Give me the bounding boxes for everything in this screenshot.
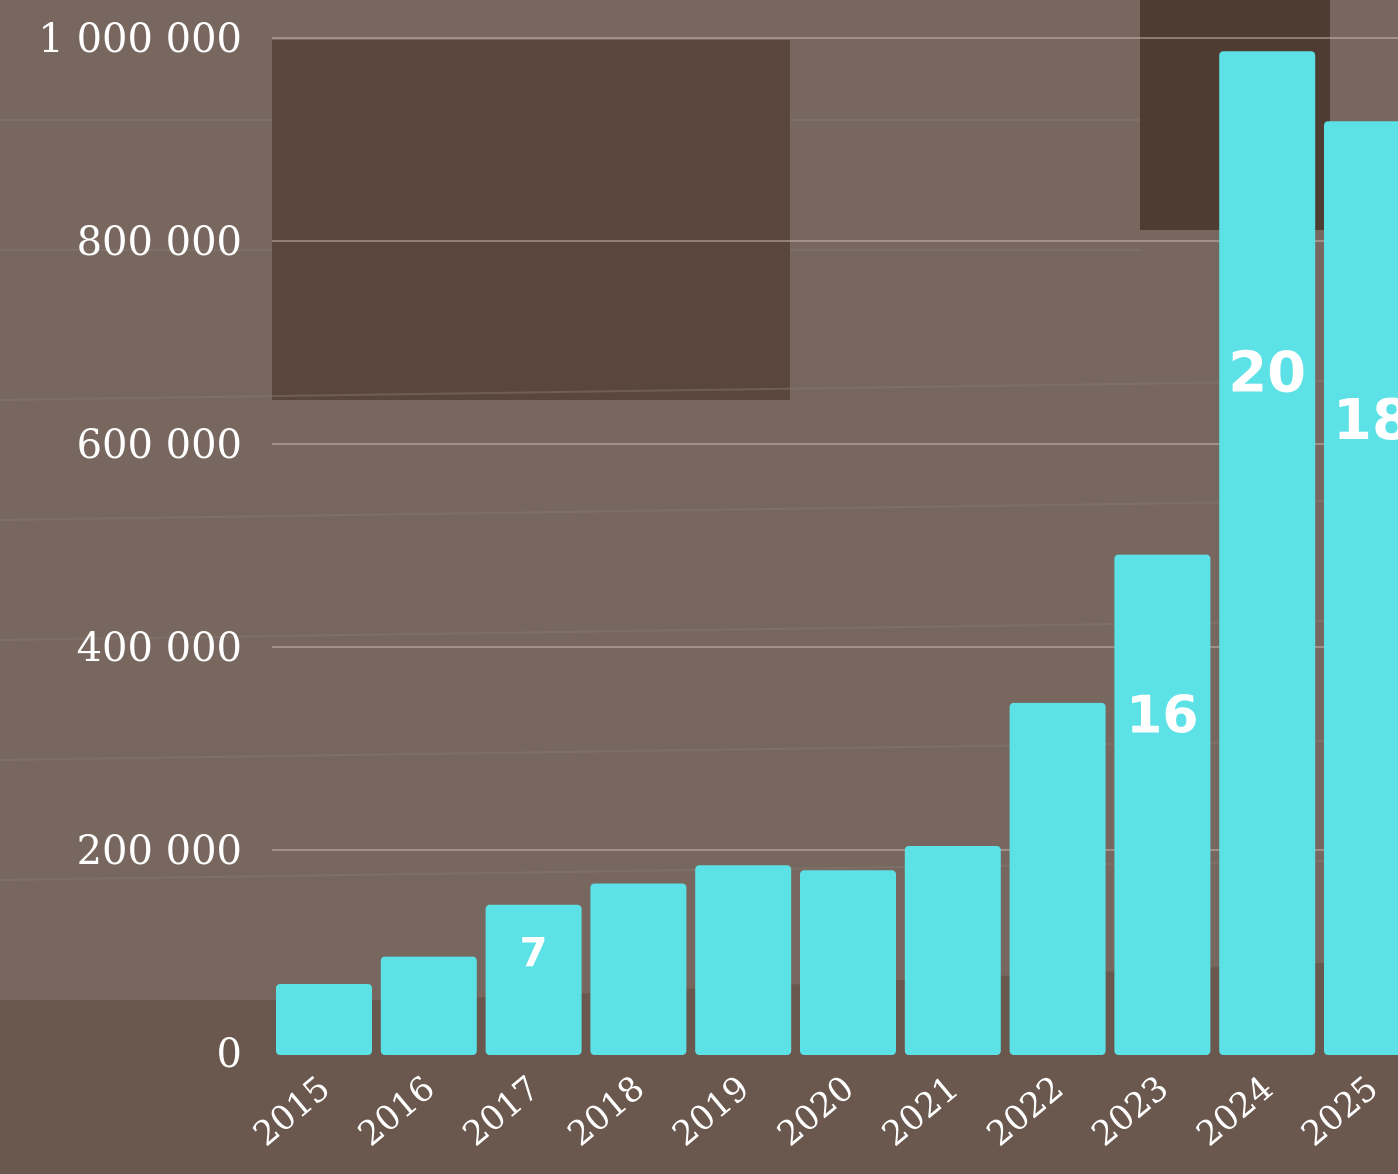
x-category-label-2022: 2022: [979, 1068, 1071, 1154]
y-tick-label-2: 400 000: [77, 625, 242, 671]
y-axis-ticks: 0 200 000 400 000 600 000 800 000 1 000 000: [38, 16, 242, 1077]
bar-2019: [695, 865, 792, 1055]
bar-data-label-2017: 7: [520, 930, 548, 976]
bar-2025: [1324, 121, 1398, 1055]
bar-2023: [1114, 554, 1211, 1055]
y-tick-label-5: 1 000 000: [38, 16, 242, 62]
x-category-label-2020: 2020: [770, 1068, 862, 1154]
x-category-label-2023: 2023: [1084, 1068, 1176, 1154]
bar-2020: [800, 870, 896, 1055]
bar-data-label-2023: 16: [1126, 685, 1198, 745]
bar-2016: [380, 956, 477, 1055]
bar-2022: [1009, 702, 1106, 1055]
bar-2021: [904, 845, 1001, 1055]
y-tick-label-4: 800 000: [77, 219, 242, 265]
bar-2024: [1219, 51, 1316, 1055]
x-category-label-2018: 2018: [560, 1068, 652, 1154]
x-category-label-2016: 2016: [351, 1068, 443, 1154]
bar-data-label-2024: 20: [1228, 340, 1306, 405]
bar-data-labels: 7 16 20 18: [520, 340, 1398, 976]
bar-2017: [485, 904, 582, 1055]
x-category-label-2019: 2019: [665, 1068, 757, 1154]
x-category-label-2017: 2017: [455, 1068, 547, 1154]
y-tick-label-1: 200 000: [77, 828, 242, 874]
x-category-label-2025: 2025: [1294, 1068, 1386, 1154]
bars: [276, 51, 1398, 1055]
y-tick-label-0: 0: [217, 1031, 242, 1077]
x-category-label-2024: 2024: [1189, 1068, 1281, 1154]
bar-2018: [590, 883, 687, 1055]
x-axis-categories: 2015 2016 2017 2018 2019 2020 2021 2022 2023 2024…: [246, 1068, 1386, 1154]
bar-2015: [276, 983, 372, 1055]
bar-data-label-2025: 18: [1333, 388, 1398, 453]
x-category-label-2015: 2015: [246, 1068, 338, 1154]
background-window-left: [272, 40, 790, 400]
x-category-label-2021: 2021: [875, 1068, 967, 1154]
y-tick-label-3: 600 000: [77, 422, 242, 468]
